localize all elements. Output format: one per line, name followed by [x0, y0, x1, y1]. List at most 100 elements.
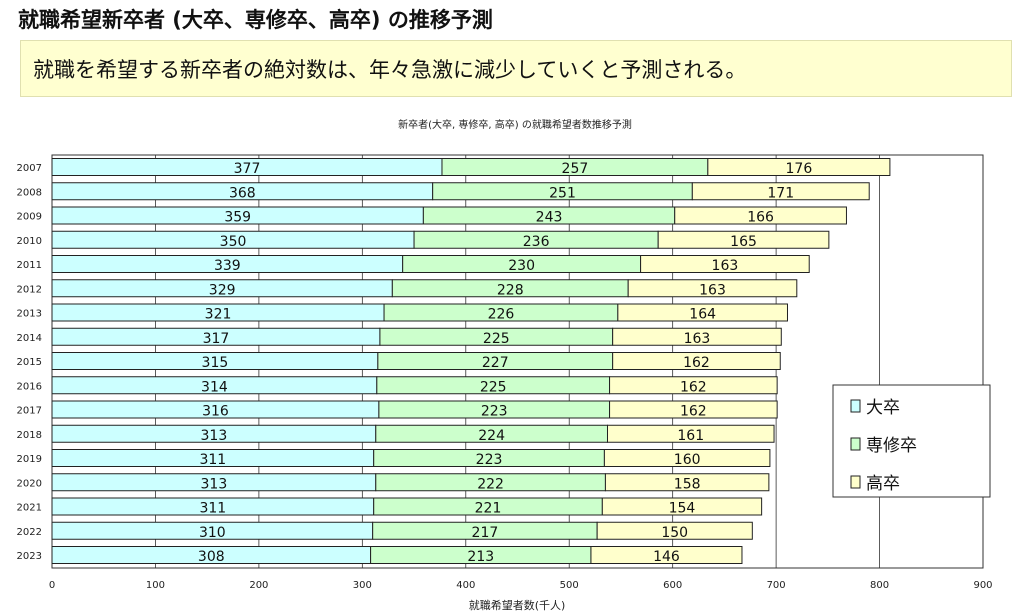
bar-segment [707, 158, 891, 176]
data-label: 226 [488, 307, 515, 323]
y-tick-label: 2017 [17, 406, 42, 417]
data-label: 222 [477, 476, 504, 492]
data-label: 230 [508, 258, 535, 274]
bar-segment [674, 206, 847, 225]
y-tick-label: 2015 [17, 357, 42, 368]
data-label: 162 [680, 404, 707, 420]
bar-segment [590, 546, 743, 564]
y-tick-label: 2012 [17, 284, 42, 295]
summary-box: 就職を希望する新卒者の絶対数は、年々急激に減少していくと予測される。 [20, 40, 1012, 97]
x-tick-label: 0 [49, 580, 55, 591]
bar-segment [627, 279, 798, 298]
bar-segment [612, 352, 781, 370]
data-label: 213 [467, 549, 494, 565]
data-label: 243 [536, 210, 563, 226]
x-tick-label: 500 [560, 580, 579, 591]
x-tick-label: 900 [973, 580, 992, 591]
data-label: 163 [699, 282, 726, 298]
x-tick-label: 200 [249, 580, 268, 591]
data-label: 225 [480, 379, 507, 395]
bar-segment [617, 303, 788, 322]
page-title: 就職希望新卒者 (大卒、専修卒、高卒) の推移予測 [18, 8, 493, 32]
bar-segment [609, 400, 778, 419]
data-label: 311 [199, 452, 226, 468]
data-label: 166 [747, 210, 774, 226]
y-tick-label: 2016 [17, 381, 42, 392]
data-label: 171 [767, 185, 794, 201]
data-label: 154 [669, 501, 696, 517]
legend-swatch [850, 475, 861, 489]
data-label: 164 [689, 307, 716, 323]
y-tick-label: 2011 [17, 260, 42, 271]
y-tick-label: 2022 [17, 527, 42, 538]
bar-segment [609, 376, 778, 395]
y-tick-label: 2020 [17, 478, 42, 489]
y-tick-label: 2021 [17, 503, 42, 514]
legend-label: 専修卒 [866, 436, 917, 456]
x-tick-label: 400 [456, 580, 475, 591]
x-tick-label: 300 [353, 580, 372, 591]
bar-segment [603, 449, 771, 467]
data-label: 314 [201, 379, 228, 395]
y-tick-label: 2007 [17, 163, 42, 174]
data-label: 350 [220, 234, 247, 250]
data-label: 228 [497, 282, 524, 298]
data-label: 223 [481, 404, 508, 420]
data-label: 316 [202, 404, 229, 420]
data-label: 315 [202, 355, 229, 371]
legend-label: 高卒 [866, 474, 900, 494]
data-label: 227 [482, 355, 509, 371]
x-tick-label: 100 [146, 580, 165, 591]
x-tick-label: 600 [663, 580, 682, 591]
legend-swatch [850, 437, 861, 451]
data-label: 224 [478, 428, 505, 444]
data-label: 368 [229, 185, 256, 201]
data-label: 359 [224, 210, 251, 226]
data-label: 317 [203, 331, 230, 347]
data-label: 176 [786, 161, 813, 177]
summary-text: 就職を希望する新卒者の絶対数は、年々急激に減少していくと予測される。 [33, 58, 747, 82]
data-label: 251 [549, 185, 576, 201]
data-label: 221 [475, 501, 502, 517]
data-label: 311 [199, 501, 226, 517]
bar-segment [606, 424, 775, 443]
data-label: 377 [234, 161, 261, 177]
y-tick-label: 2008 [17, 187, 42, 198]
y-tick-label: 2014 [17, 333, 42, 344]
data-label: 236 [523, 234, 550, 250]
data-label: 158 [674, 476, 701, 492]
legend-swatch [850, 399, 861, 413]
legend-label: 大卒 [866, 398, 900, 418]
x-axis-label: 就職希望者数(千人) [469, 598, 566, 612]
data-label: 160 [674, 452, 701, 468]
data-label: 310 [199, 525, 226, 541]
bar-segment [640, 255, 810, 273]
x-tick-label: 700 [767, 580, 786, 591]
data-label: 223 [476, 452, 503, 468]
data-label: 162 [680, 379, 707, 395]
data-label: 161 [677, 428, 704, 444]
y-tick-label: 2009 [17, 212, 42, 223]
y-tick-label: 2023 [17, 551, 42, 562]
bar-segment [612, 327, 782, 346]
bar-segment [601, 497, 763, 516]
data-label: 146 [653, 549, 680, 565]
bar-segment [604, 473, 770, 492]
data-label: 313 [201, 476, 228, 492]
chart-title: 新卒者(大卒, 専修卒, 高卒) の就職希望者数推移予測 [398, 118, 632, 131]
data-label: 162 [683, 355, 710, 371]
data-label: 165 [730, 234, 757, 250]
y-tick-label: 2018 [17, 430, 42, 441]
data-label: 217 [472, 525, 499, 541]
bar-segment [596, 521, 753, 540]
data-label: 163 [684, 331, 711, 347]
data-label: 225 [483, 331, 510, 347]
y-tick-label: 2019 [17, 454, 42, 465]
data-label: 150 [661, 525, 688, 541]
y-tick-label: 2010 [17, 236, 42, 247]
data-label: 257 [562, 161, 589, 177]
data-label: 163 [712, 258, 739, 274]
bar-segment [657, 230, 830, 249]
data-label: 339 [214, 258, 241, 274]
